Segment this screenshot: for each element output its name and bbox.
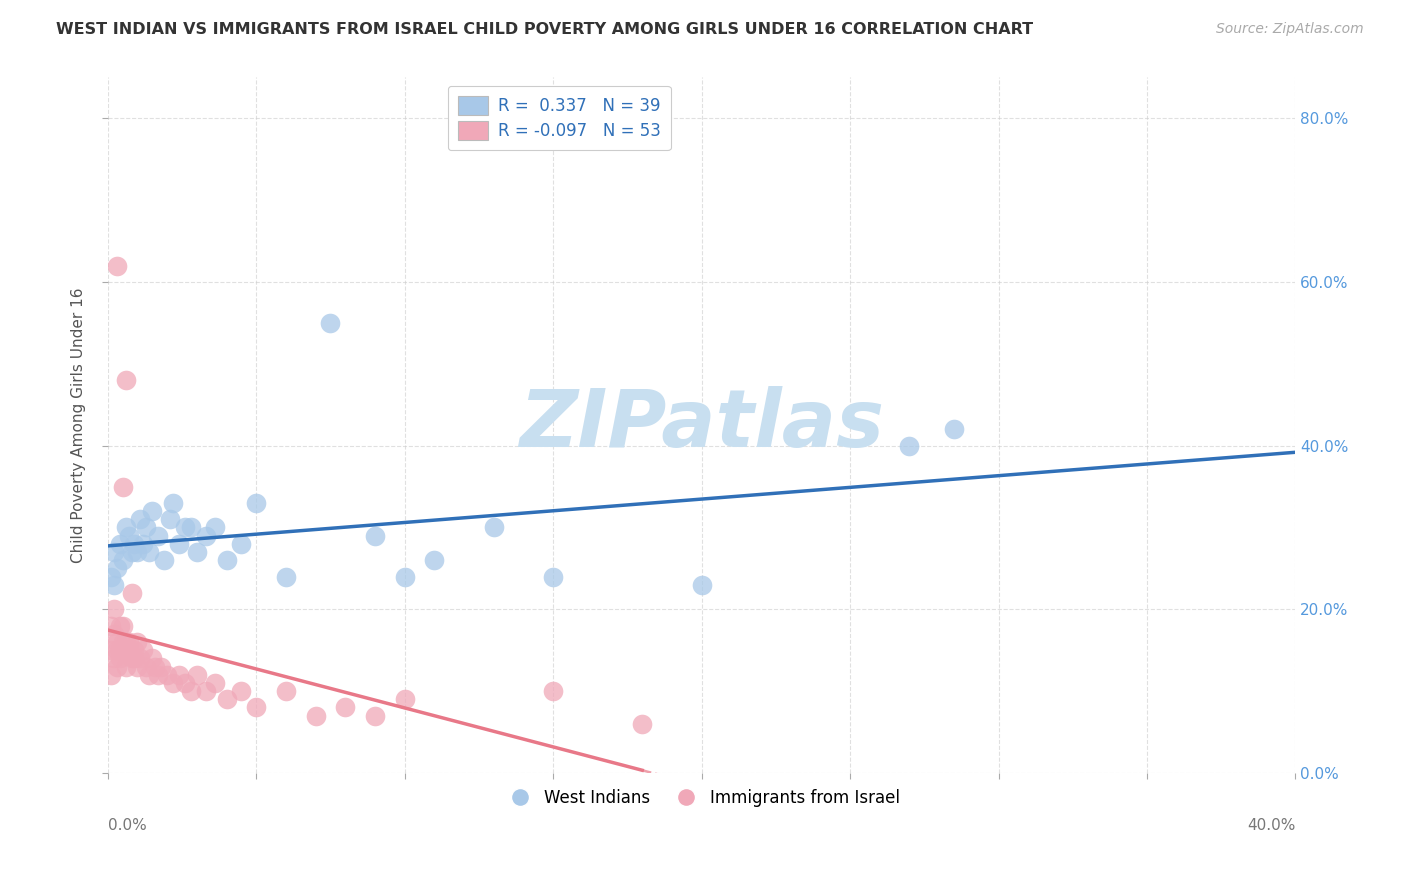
Point [127,635,149,649]
Point [898,439,921,453]
Point [132,643,155,657]
Point [631,717,654,731]
Point [180,684,202,698]
Point [132,537,155,551]
Point [943,422,966,436]
Point [129,512,152,526]
Point [167,667,190,681]
Point [148,529,170,543]
Text: 0.0%: 0.0% [108,818,146,833]
Text: 40.0%: 40.0% [1247,818,1295,833]
Point [541,684,564,698]
Point [121,586,143,600]
Point [364,708,387,723]
Point [319,316,342,330]
Point [174,676,197,690]
Point [215,553,238,567]
Point [117,635,139,649]
Point [129,651,152,665]
Point [690,578,713,592]
Point [231,537,253,551]
Point [117,643,139,657]
Text: WEST INDIAN VS IMMIGRANTS FROM ISRAEL CHILD POVERTY AMONG GIRLS UNDER 16 CORRELA: WEST INDIAN VS IMMIGRANTS FROM ISRAEL CH… [56,22,1033,37]
Point [394,692,416,706]
Point [108,651,131,665]
Point [394,569,416,583]
Point [100,667,122,681]
Point [180,520,202,534]
Point [541,569,564,583]
Point [204,520,226,534]
Point [108,618,131,632]
Point [105,659,128,673]
Point [127,545,149,559]
Point [121,651,143,665]
Point [245,700,267,714]
Point [174,520,197,534]
Point [141,504,163,518]
Point [111,618,134,632]
Point [103,627,125,641]
Point [117,529,139,543]
Point [335,700,357,714]
Point [194,684,217,698]
Point [482,520,505,534]
Point [153,553,176,567]
Point [124,643,146,657]
Point [111,635,134,649]
Point [156,667,179,681]
Point [105,635,128,649]
Point [100,569,122,583]
Point [105,561,128,575]
Point [150,659,173,673]
Point [108,537,131,551]
Point [245,496,267,510]
Point [138,545,160,559]
Text: Source: ZipAtlas.com: Source: ZipAtlas.com [1216,22,1364,37]
Point [162,496,184,510]
Point [111,553,134,567]
Point [186,545,208,559]
Point [231,684,253,698]
Y-axis label: Child Poverty Among Girls Under 16: Child Poverty Among Girls Under 16 [72,287,86,563]
Point [304,708,326,723]
Point [114,659,136,673]
Point [194,529,217,543]
Point [124,651,146,665]
Point [159,512,181,526]
Point [135,659,157,673]
Point [143,659,166,673]
Point [103,545,125,559]
Point [100,643,122,657]
Point [148,667,170,681]
Point [274,684,297,698]
Point [423,553,446,567]
Point [108,643,131,657]
Point [114,373,136,387]
Point [105,259,128,273]
Point [114,635,136,649]
Point [274,569,297,583]
Point [124,537,146,551]
Point [103,651,125,665]
Point [162,676,184,690]
Point [186,667,208,681]
Point [114,520,136,534]
Point [111,479,134,493]
Point [135,520,157,534]
Point [127,659,149,673]
Point [103,602,125,616]
Point [167,537,190,551]
Point [364,529,387,543]
Point [138,667,160,681]
Point [103,578,125,592]
Point [121,545,143,559]
Point [100,618,122,632]
Point [215,692,238,706]
Legend: West Indians, Immigrants from Israel: West Indians, Immigrants from Israel [496,782,907,814]
Point [141,651,163,665]
Text: ZIPatlas: ZIPatlas [519,386,884,464]
Point [105,643,128,657]
Point [204,676,226,690]
